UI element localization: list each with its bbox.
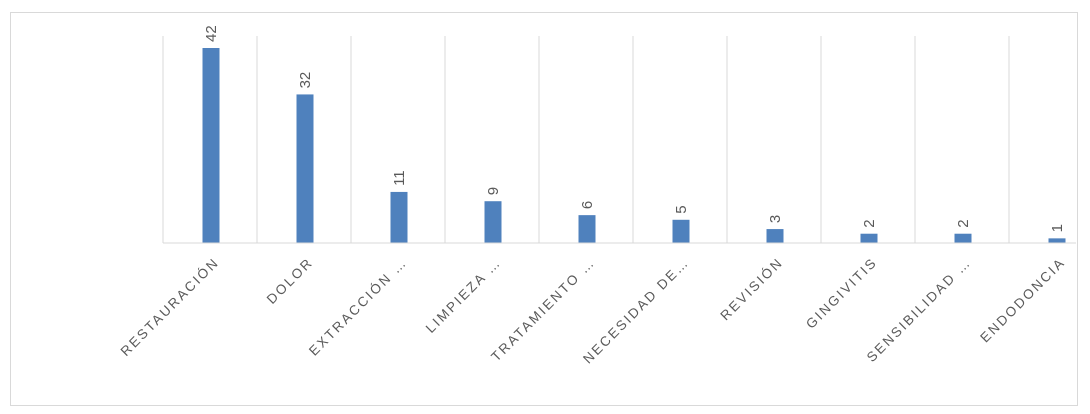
x-tick-label: GINGIVITIS <box>803 255 880 332</box>
x-tick-label: TRATAMIENTO … <box>488 255 598 365</box>
bar <box>578 215 596 243</box>
bar <box>860 233 878 243</box>
bar <box>484 201 502 243</box>
bar <box>766 229 784 243</box>
x-tick-label: NECESIDAD DE… <box>580 255 692 367</box>
x-tick-label: REVISIÓN <box>717 255 786 324</box>
bar <box>296 94 314 243</box>
bars <box>202 48 1066 243</box>
x-tick-label: DOLOR <box>264 255 316 307</box>
bar <box>1048 238 1066 243</box>
data-label: 1 <box>1049 224 1066 232</box>
data-label: 2 <box>955 219 972 227</box>
data-label: 11 <box>391 170 408 186</box>
data-label: 9 <box>485 187 502 195</box>
bar <box>672 219 690 243</box>
data-label: 32 <box>297 72 314 89</box>
data-label: 42 <box>203 25 220 42</box>
data-label: 6 <box>579 201 596 209</box>
x-tick-label: ENDODONCIA <box>977 255 1068 346</box>
x-tick-label: EXTRACCIÓN … <box>306 255 410 359</box>
x-tick-label: RESTAURACIÓN <box>118 255 222 359</box>
data-label: 5 <box>673 205 690 213</box>
data-label: 3 <box>767 215 784 223</box>
grid-lines <box>162 36 1010 243</box>
chart-frame <box>10 12 1078 406</box>
bar <box>390 191 408 243</box>
x-tick-label: SENSIBILIDAD … <box>864 255 974 365</box>
bar <box>954 233 972 243</box>
bar <box>202 48 220 243</box>
x-tick-label: LIMPIEZA … <box>423 255 504 336</box>
data-label: 2 <box>861 219 878 227</box>
